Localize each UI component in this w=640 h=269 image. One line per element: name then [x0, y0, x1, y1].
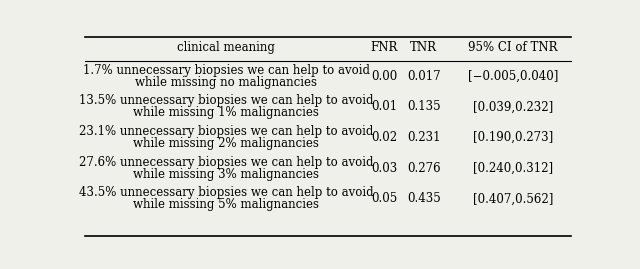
- Text: 0.00: 0.00: [371, 70, 397, 83]
- Text: [0.039,0.232]: [0.039,0.232]: [473, 100, 553, 113]
- Text: 43.5% unnecessary biopsies we can help to avoid: 43.5% unnecessary biopsies we can help t…: [79, 186, 374, 199]
- Text: clinical meaning: clinical meaning: [177, 41, 275, 54]
- Text: 0.276: 0.276: [407, 162, 440, 175]
- Text: [−0.005,0.040]: [−0.005,0.040]: [468, 70, 558, 83]
- Text: TNR: TNR: [410, 41, 437, 54]
- Text: 23.1% unnecessary biopsies we can help to avoid: 23.1% unnecessary biopsies we can help t…: [79, 125, 374, 138]
- Text: 1.7% unnecessary biopsies we can help to avoid: 1.7% unnecessary biopsies we can help to…: [83, 63, 370, 77]
- Text: 0.02: 0.02: [371, 131, 397, 144]
- Text: 27.6% unnecessary biopsies we can help to avoid: 27.6% unnecessary biopsies we can help t…: [79, 155, 374, 168]
- Text: [0.407,0.562]: [0.407,0.562]: [473, 192, 553, 205]
- Text: FNR: FNR: [371, 41, 397, 54]
- Text: 0.017: 0.017: [407, 70, 440, 83]
- Text: 0.231: 0.231: [407, 131, 440, 144]
- Text: [0.190,0.273]: [0.190,0.273]: [473, 131, 553, 144]
- Text: 95% CI of TNR: 95% CI of TNR: [468, 41, 557, 54]
- Text: [0.240,0.312]: [0.240,0.312]: [473, 162, 553, 175]
- Text: 0.01: 0.01: [371, 100, 397, 113]
- Text: while missing no malignancies: while missing no malignancies: [135, 76, 317, 89]
- Text: while missing 3% malignancies: while missing 3% malignancies: [133, 168, 319, 181]
- Text: while missing 2% malignancies: while missing 2% malignancies: [133, 137, 319, 150]
- Text: while missing 5% malignancies: while missing 5% malignancies: [133, 199, 319, 211]
- Text: 0.03: 0.03: [371, 162, 397, 175]
- Text: 0.435: 0.435: [407, 192, 440, 205]
- Text: 13.5% unnecessary biopsies we can help to avoid: 13.5% unnecessary biopsies we can help t…: [79, 94, 374, 107]
- Text: 0.05: 0.05: [371, 192, 397, 205]
- Text: while missing 1% malignancies: while missing 1% malignancies: [133, 107, 319, 119]
- Text: 0.135: 0.135: [407, 100, 440, 113]
